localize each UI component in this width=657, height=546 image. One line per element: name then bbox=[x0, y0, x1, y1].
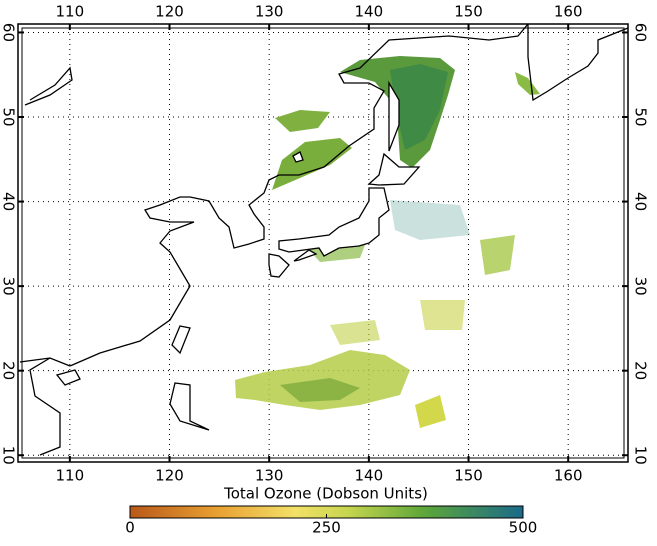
x-tick-label: 120 bbox=[155, 3, 184, 21]
y-tick-label: 40 bbox=[0, 192, 18, 211]
ozone-patch bbox=[390, 200, 470, 240]
x-tick-label: 140 bbox=[355, 467, 384, 485]
island bbox=[367, 152, 421, 186]
ozone-patch bbox=[480, 235, 515, 275]
y-tick-label: 10 bbox=[632, 446, 650, 465]
x-tick-label: 150 bbox=[454, 467, 483, 485]
coastline bbox=[29, 357, 61, 456]
y-tick-label: 50 bbox=[632, 107, 650, 126]
y-tick-label: 60 bbox=[0, 23, 18, 42]
island bbox=[268, 253, 290, 278]
colorbar-tick-label: 0 bbox=[125, 519, 135, 537]
y-tick-label: 40 bbox=[632, 192, 650, 211]
x-tick-label: 130 bbox=[255, 467, 284, 485]
island bbox=[292, 151, 304, 163]
ozone-patch bbox=[330, 320, 380, 345]
colorbar-tick-label: 500 bbox=[509, 519, 538, 537]
ozone-patch bbox=[420, 300, 465, 330]
coastline bbox=[24, 66, 73, 106]
x-tick-label: 160 bbox=[554, 467, 583, 485]
x-tick-label: 110 bbox=[56, 3, 85, 21]
island bbox=[388, 80, 400, 152]
axis-ticks: 110 110 120 120 130 130 140 140 150 150 160 160 10 10… bbox=[0, 3, 650, 485]
x-tick-label: 150 bbox=[454, 3, 483, 21]
island bbox=[293, 249, 318, 262]
ozone-patch bbox=[275, 110, 330, 132]
ozone-patch bbox=[390, 64, 448, 150]
ozone-patch bbox=[415, 395, 446, 428]
coastlines bbox=[19, 24, 628, 456]
x-tick-label: 130 bbox=[255, 3, 284, 21]
y-tick-label: 30 bbox=[632, 277, 650, 296]
ozone-patch bbox=[515, 72, 540, 95]
coastline bbox=[527, 24, 628, 102]
map-frame bbox=[17, 23, 629, 463]
y-tick-label: 10 bbox=[0, 446, 18, 465]
island bbox=[55, 369, 81, 386]
map-frame-inner bbox=[21, 27, 625, 459]
x-tick-label: 140 bbox=[355, 3, 384, 21]
map-content bbox=[19, 24, 628, 456]
y-tick-label: 30 bbox=[0, 277, 18, 296]
colorbar-title: Total Ozone (Dobson Units) bbox=[223, 485, 428, 503]
ozone-patches bbox=[235, 56, 540, 428]
island bbox=[171, 325, 191, 355]
colorbar-ticks: 0 250 500 bbox=[125, 514, 537, 537]
x-tick-label: 160 bbox=[554, 3, 583, 21]
colorbar-tick-label: 250 bbox=[312, 519, 341, 537]
y-tick-label: 50 bbox=[0, 107, 18, 126]
y-tick-label: 60 bbox=[632, 23, 650, 42]
x-tick-label: 110 bbox=[56, 467, 85, 485]
ozone-patch bbox=[272, 138, 352, 190]
y-tick-label: 20 bbox=[632, 361, 650, 380]
x-tick-label: 120 bbox=[155, 467, 184, 485]
island bbox=[169, 382, 210, 431]
island bbox=[278, 187, 390, 257]
ozone-patch bbox=[280, 378, 360, 402]
y-tick-label: 20 bbox=[0, 361, 18, 380]
